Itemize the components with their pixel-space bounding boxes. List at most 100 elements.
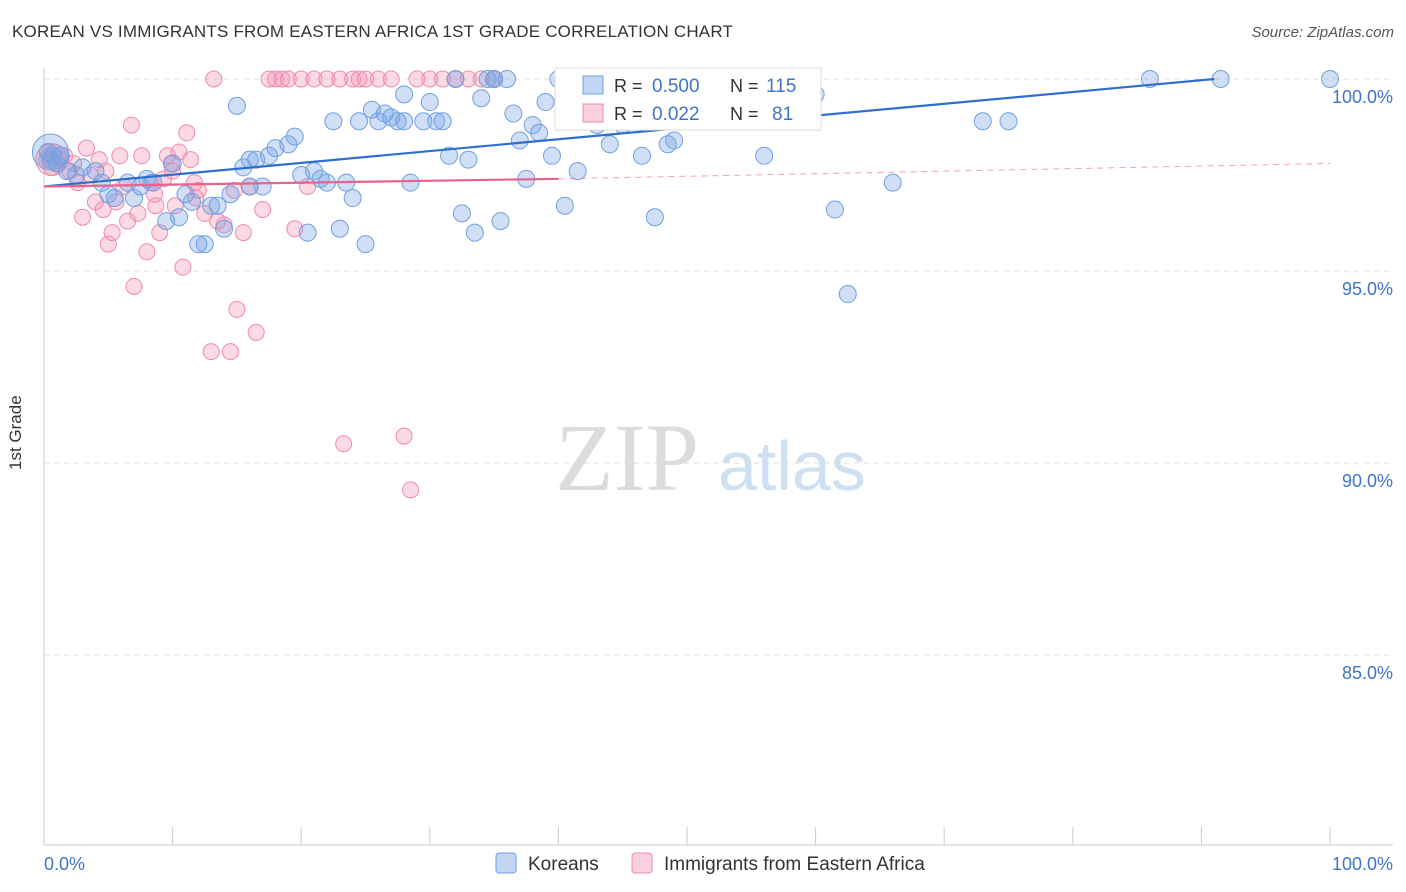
series-legend: Koreans Immigrants from Eastern Africa [495,852,925,875]
point-koreans [260,146,279,165]
point-koreans [1140,70,1159,88]
correlation-legend: R = 0.500 N = 115 R = 0.022 N = 81 [554,67,822,131]
point-koreans [465,223,484,242]
legend-r-label-1: R = [614,76,643,96]
y-tick-label: 85.0% [1342,663,1393,683]
point-koreans [600,135,619,154]
point-koreans [208,196,227,215]
point-koreans [838,285,857,304]
point-koreans [86,162,105,181]
point-koreans [973,112,992,131]
point-immigrants [273,70,291,88]
point-koreans [420,93,439,112]
point-immigrants [111,147,129,165]
point-immigrants [187,189,205,207]
point-immigrants [247,323,265,341]
watermark-zip: ZIP [555,404,699,511]
point-immigrants [234,224,252,242]
point-koreans [497,70,516,88]
point-immigrants [395,427,413,445]
point-immigrants [305,70,323,88]
series-immigrants-points [35,70,503,499]
legend-swatch-immigrants [582,103,604,123]
point-koreans [542,146,561,165]
point-koreans [227,96,246,115]
point-koreans [58,162,77,181]
chart-title: KOREAN VS IMMIGRANTS FROM EASTERN AFRICA… [12,22,734,41]
point-koreans [478,70,497,88]
point-koreans [427,112,446,131]
legend-r-value-1: 0.500 [652,76,700,97]
axes [43,68,1393,846]
bottom-legend-swatch-immigrants [631,852,653,874]
point-koreans [395,112,414,131]
point-koreans [446,70,465,88]
point-immigrants [228,300,246,318]
point-immigrants [421,70,439,88]
point-koreans [665,131,684,150]
point-immigrants [382,70,400,88]
point-koreans [568,162,587,181]
point-koreans [523,116,542,135]
point-immigrants [97,162,115,180]
point-koreans [215,219,234,238]
point-koreans [414,112,433,131]
legend-swatch-koreans [582,75,604,95]
point-immigrants [459,70,477,88]
point-immigrants [266,70,284,88]
legend-r-label-2: R = [614,104,643,124]
point-koreans [504,104,523,123]
point-immigrants [292,70,310,88]
point-koreans [285,127,304,146]
point-koreans [163,154,182,173]
trend-line-koreans [43,77,1215,188]
point-koreans [395,85,414,104]
legend-n-value-2: 81 [772,104,793,125]
point-immigrants [122,116,140,134]
point-immigrants [408,70,426,88]
point-koreans [433,112,452,131]
point-immigrants [129,204,147,222]
point-koreans [189,235,208,254]
x-tick-label: 0.0% [44,854,85,874]
watermark-atlas: atlas [718,427,866,505]
bottom-legend-swatch-koreans [495,852,517,874]
tick-labels: 85.0% 90.0% 95.0% 100.0% 0.0% 100.0% [44,87,1393,874]
point-koreans [825,200,844,219]
point-koreans [105,189,124,208]
point-immigrants [182,151,200,169]
point-koreans [182,192,201,211]
legend-box [554,67,822,131]
point-koreans [452,204,471,223]
point-immigrants [147,197,165,215]
point-immigrants [357,70,374,88]
point-immigrants [318,70,336,88]
trend-lines [43,77,1331,188]
point-koreans [330,219,349,238]
point-immigrants [166,197,184,215]
point-immigrants [331,70,349,88]
point-koreans [221,185,240,204]
point-koreans [170,208,189,227]
trend-line-immigrants-extension [558,162,1331,180]
point-immigrants [335,435,353,453]
point-koreans [555,196,574,215]
point-koreans [536,93,555,112]
point-koreans [350,112,369,131]
legend-n-label-1: N = [730,76,759,96]
point-koreans [176,185,195,204]
point-koreans [530,123,549,142]
point-immigrants [279,70,297,88]
legend-r-value-2: 0.022 [652,104,700,125]
point-koreans [755,146,774,165]
point-immigrants [125,277,143,295]
point-koreans-cluster [31,133,69,171]
x-tick-label: 100.0% [1332,854,1393,874]
point-koreans [472,89,491,108]
bottom-legend-immigrants: Immigrants from Eastern Africa [664,854,925,875]
point-koreans [999,112,1018,131]
point-immigrants [196,204,214,222]
bottom-legend-koreans: Koreans [528,854,599,875]
y-tick-label: 90.0% [1342,471,1393,491]
